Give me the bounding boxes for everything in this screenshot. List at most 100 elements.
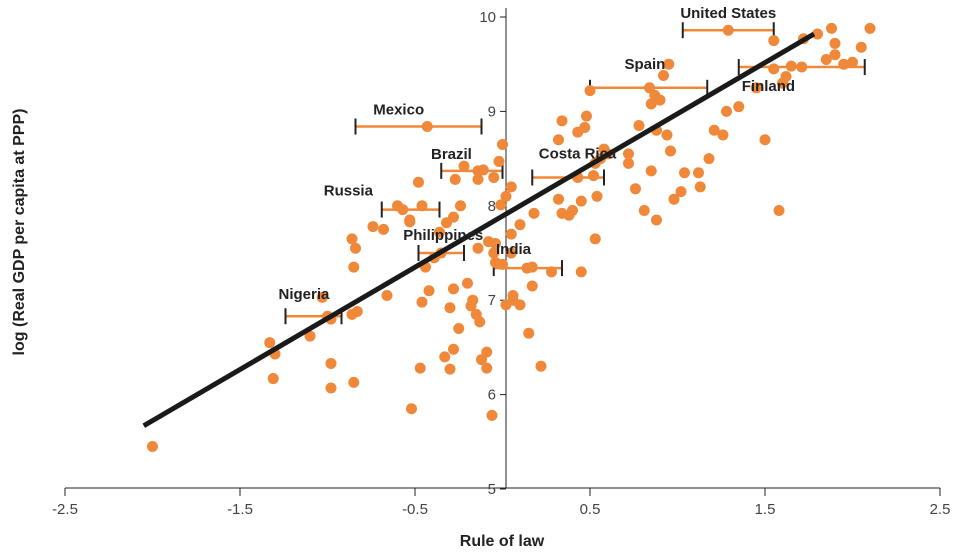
data-point xyxy=(638,205,650,217)
data-point xyxy=(448,343,459,355)
data-point xyxy=(472,173,484,185)
data-point xyxy=(455,200,466,212)
data-point xyxy=(679,167,690,179)
data-point xyxy=(434,226,445,238)
data-point xyxy=(750,82,762,94)
data-point xyxy=(470,308,482,320)
data-point xyxy=(325,382,337,394)
x-ticks: -2.5 -1.5 -0.5 0.5 1.5 2.5 xyxy=(52,488,950,518)
data-point xyxy=(458,160,470,172)
data-point xyxy=(490,238,501,250)
data-point xyxy=(505,228,517,240)
data-point xyxy=(579,121,591,133)
data-point xyxy=(414,362,426,374)
country-label: Spain xyxy=(625,56,666,73)
data-point xyxy=(416,200,428,212)
data-point xyxy=(785,60,797,72)
data-point xyxy=(694,181,706,193)
data-point xyxy=(768,63,780,75)
data-point xyxy=(493,155,505,167)
y-tick-label: 6 xyxy=(488,387,496,404)
data-point xyxy=(264,337,276,349)
data-point xyxy=(488,247,500,259)
country-label: Nigeria xyxy=(279,286,331,303)
data-point xyxy=(589,233,601,245)
x-tick-label: 0.5 xyxy=(580,501,601,518)
data-point xyxy=(147,441,158,453)
data-point xyxy=(665,145,676,157)
data-point xyxy=(481,346,493,358)
data-point xyxy=(556,115,568,127)
data-point xyxy=(675,186,687,198)
data-point xyxy=(623,157,634,169)
data-point xyxy=(404,216,416,228)
y-tick-label: 8 xyxy=(488,198,496,215)
data-point xyxy=(495,199,507,211)
data-point xyxy=(304,330,316,342)
data-point xyxy=(351,306,363,318)
data-point xyxy=(663,58,675,70)
data-point xyxy=(472,242,484,254)
data-point xyxy=(444,302,456,314)
data-point xyxy=(526,280,538,292)
data-point xyxy=(367,221,379,233)
data-point xyxy=(693,167,704,179)
data-point xyxy=(584,85,596,97)
data-point xyxy=(717,129,729,141)
data-point xyxy=(829,49,841,61)
data-point xyxy=(826,22,837,34)
data-point xyxy=(591,190,603,202)
data-point xyxy=(733,101,745,113)
x-tick-label: 2.5 xyxy=(930,501,951,518)
data-point xyxy=(812,28,823,40)
data-point xyxy=(267,373,279,385)
axes xyxy=(65,8,940,489)
data-point xyxy=(581,110,592,122)
data-point xyxy=(488,171,500,183)
data-point xyxy=(406,403,417,415)
data-point xyxy=(325,357,337,369)
data-point xyxy=(453,323,465,335)
data-point xyxy=(658,70,669,82)
data-point xyxy=(838,58,850,70)
data-point xyxy=(633,120,645,132)
data-point xyxy=(439,351,451,363)
x-tick-label: -1.5 xyxy=(227,501,253,518)
data-point xyxy=(651,214,662,226)
data-point xyxy=(378,223,389,235)
data-point xyxy=(481,362,493,374)
data-point xyxy=(507,289,519,301)
data-point xyxy=(644,82,655,94)
data-point xyxy=(855,41,867,53)
data-points xyxy=(147,22,876,453)
data-point xyxy=(623,148,634,160)
data-point xyxy=(864,22,876,34)
data-point xyxy=(703,153,715,165)
y-tick-label: 10 xyxy=(479,9,496,26)
data-point xyxy=(575,195,587,207)
data-point xyxy=(497,258,508,270)
data-point xyxy=(381,289,393,301)
data-point xyxy=(397,204,409,216)
data-point xyxy=(514,219,526,231)
data-point xyxy=(780,70,792,82)
data-point xyxy=(645,165,657,177)
data-point xyxy=(820,53,832,65)
data-point xyxy=(722,24,734,36)
data-point xyxy=(654,94,666,106)
y-tick-label: 7 xyxy=(488,292,496,309)
data-point xyxy=(535,360,547,372)
data-point xyxy=(465,300,477,312)
data-point xyxy=(316,291,328,303)
data-point xyxy=(350,242,361,254)
data-point xyxy=(645,98,657,110)
data-point xyxy=(462,277,473,289)
data-point xyxy=(444,363,456,375)
x-tick-label: 1.5 xyxy=(755,501,776,518)
data-point xyxy=(575,266,587,278)
country-label: Costa Rica xyxy=(539,145,617,162)
country-label: India xyxy=(496,241,532,258)
data-point xyxy=(768,35,780,47)
data-point xyxy=(721,105,732,117)
